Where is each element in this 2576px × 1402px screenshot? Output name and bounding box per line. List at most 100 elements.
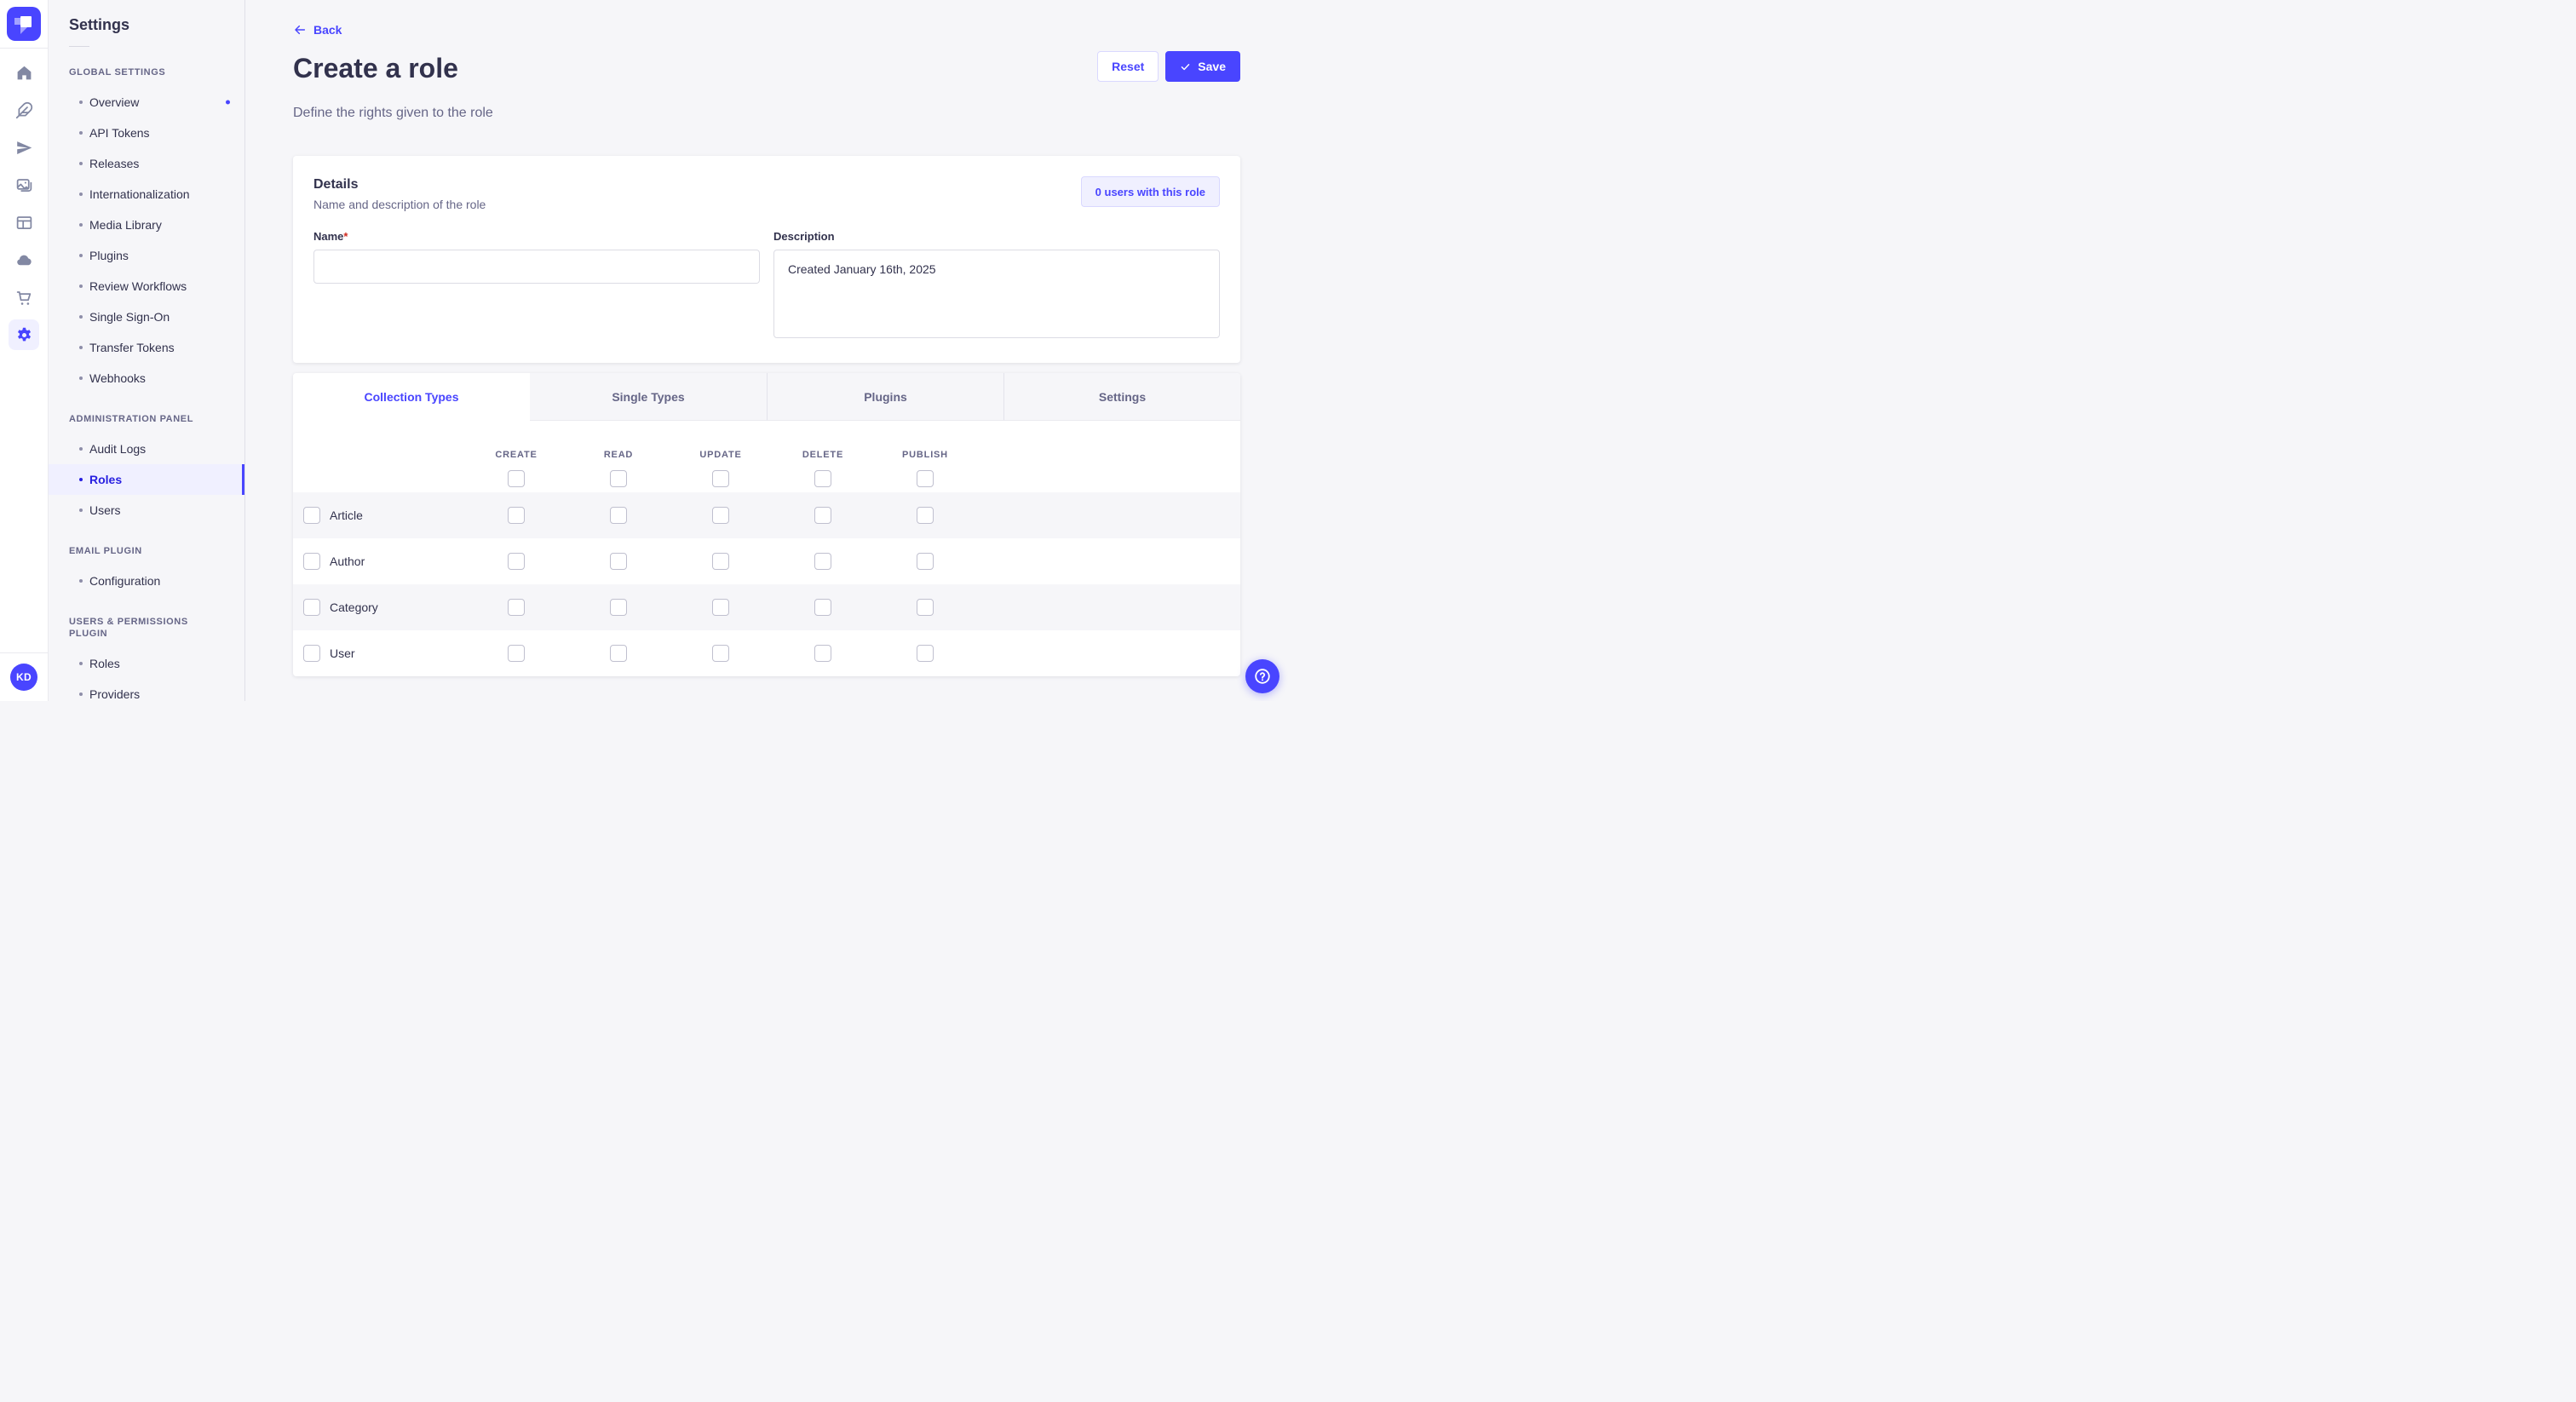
checkbox-cell [465, 553, 567, 571]
article-read-checkbox[interactable] [610, 507, 627, 525]
user-update-checkbox[interactable] [712, 645, 729, 663]
category-delete-checkbox[interactable] [814, 599, 831, 617]
sidebar-item-transfer-tokens[interactable]: Transfer Tokens [49, 332, 244, 363]
category-publish-checkbox[interactable] [917, 599, 934, 617]
category-create-checkbox[interactable] [508, 599, 525, 617]
author-publish-checkbox[interactable] [917, 553, 934, 571]
rail-nav-item-home[interactable] [9, 57, 39, 88]
sidebar-item-internationalization[interactable]: Internationalization [49, 179, 244, 210]
sidebar-item-releases[interactable]: Releases [49, 148, 244, 179]
bullet-dot [79, 346, 83, 349]
sidebar-item-plugins[interactable]: Plugins [49, 240, 244, 271]
bullet-dot [79, 692, 83, 696]
permission-row-user: User [293, 630, 1240, 676]
permissions-table: CREATE READ UPDATE DELETE PUBLISH Article Auth… [293, 421, 1240, 676]
name-input[interactable] [313, 250, 760, 284]
rail-nav-item-media-library[interactable] [9, 170, 39, 200]
nav-section-header: GLOBAL SETTINGS [69, 67, 166, 78]
sidebar-item-label: Users [89, 503, 121, 517]
name-field-group: Name* [313, 229, 760, 342]
sidebar-item-overview[interactable]: Overview [49, 87, 244, 118]
main-content: Back Create a role Define the rights giv… [245, 0, 1288, 701]
sidebar-item-single-sign-on[interactable]: Single Sign-On [49, 302, 244, 332]
author-read-checkbox[interactable] [610, 553, 627, 571]
user-select-checkbox[interactable] [303, 645, 320, 663]
sidebar-item-audit-logs[interactable]: Audit Logs [49, 434, 244, 464]
bullet-dot [79, 131, 83, 135]
save-button[interactable]: Save [1165, 51, 1240, 82]
name-label: Name* [313, 230, 348, 244]
article-update-checkbox[interactable] [712, 507, 729, 525]
author-create-checkbox[interactable] [508, 553, 525, 571]
article-delete-checkbox[interactable] [814, 507, 831, 525]
tab-plugins[interactable]: Plugins [767, 373, 1003, 422]
sidebar-item-review-workflows[interactable]: Review Workflows [49, 271, 244, 302]
checkbox-cell [465, 599, 567, 617]
rail-nav-item-cloud[interactable] [9, 244, 39, 275]
sidebar-item-label: Single Sign-On [89, 310, 170, 324]
logo-shape [20, 27, 27, 34]
article-select-checkbox[interactable] [303, 507, 320, 525]
tab-settings[interactable]: Settings [1003, 373, 1240, 422]
back-link[interactable]: Back [293, 23, 342, 37]
sidebar-item-webhooks[interactable]: Webhooks [49, 363, 244, 394]
sidebar-item-providers[interactable]: Providers [49, 679, 244, 701]
author-delete-checkbox[interactable] [814, 553, 831, 571]
author-update-checkbox[interactable] [712, 553, 729, 571]
tab-collection-types[interactable]: Collection Types [293, 373, 530, 422]
user-publish-checkbox[interactable] [917, 645, 934, 663]
row-label-cell: User [293, 645, 465, 663]
app-window: KD Settings GLOBAL SETTINGS Overview API T… [0, 0, 1288, 701]
user-avatar[interactable]: KD [10, 664, 37, 691]
permission-row-author: Author [293, 538, 1240, 584]
layout-icon [15, 214, 33, 232]
user-read-checkbox[interactable] [610, 645, 627, 663]
select-all-delete-checkbox[interactable] [814, 470, 831, 488]
sidebar-item-configuration[interactable]: Configuration [49, 566, 244, 596]
select-all-publish-checkbox[interactable] [917, 470, 934, 488]
details-title: Details [313, 177, 359, 192]
rail-nav-item-layout[interactable] [9, 207, 39, 238]
rail-nav-item-cart[interactable] [9, 282, 39, 313]
users-with-role-button[interactable]: 0 users with this role [1080, 176, 1220, 208]
rail-nav-item-paper-plane[interactable] [9, 132, 39, 163]
article-publish-checkbox[interactable] [917, 507, 934, 525]
help-button[interactable] [1245, 659, 1279, 693]
header-actions: Reset Save [1097, 51, 1240, 82]
author-select-checkbox[interactable] [303, 553, 320, 571]
select-all-read-checkbox[interactable] [610, 470, 627, 488]
category-read-checkbox[interactable] [610, 599, 627, 617]
sidebar-item-label: Internationalization [89, 187, 190, 201]
question-mark-icon [1253, 667, 1272, 686]
category-select-checkbox[interactable] [303, 599, 320, 617]
rail-nav-item-gear[interactable] [9, 319, 39, 350]
article-create-checkbox[interactable] [508, 507, 525, 525]
sidebar-item-media-library[interactable]: Media Library [49, 210, 244, 240]
user-create-checkbox[interactable] [508, 645, 525, 663]
bullet-dot [79, 101, 83, 104]
sidebar-item-roles[interactable]: Roles [49, 464, 244, 495]
bullet-dot [79, 192, 83, 196]
settings-sidebar: Settings GLOBAL SETTINGS Overview API Toke… [49, 0, 245, 701]
checkbox-cell [874, 470, 976, 488]
category-update-checkbox[interactable] [712, 599, 729, 617]
nav-section-list: Roles Providers [49, 648, 244, 701]
strapi-logo[interactable] [7, 7, 41, 41]
checkbox-cell [772, 507, 874, 525]
select-all-create-checkbox[interactable] [508, 470, 525, 488]
user-delete-checkbox[interactable] [814, 645, 831, 663]
sidebar-item-roles[interactable]: Roles [49, 648, 244, 679]
sidebar-item-api-tokens[interactable]: API Tokens [49, 118, 244, 148]
tab-single-types[interactable]: Single Types [530, 373, 767, 422]
sidebar-item-label: Transfer Tokens [89, 341, 175, 354]
nav-section-list: Configuration [49, 566, 244, 596]
reset-button[interactable]: Reset [1097, 51, 1159, 82]
nav-section-list: Overview API Tokens Releases Internationali… [49, 87, 244, 394]
select-all-update-checkbox[interactable] [712, 470, 729, 488]
required-marker: * [343, 230, 348, 244]
sidebar-item-label: Roles [89, 657, 120, 670]
row-label-cell: Author [293, 553, 465, 571]
description-textarea[interactable]: Created January 16th, 2025 [773, 250, 1220, 339]
sidebar-item-users[interactable]: Users [49, 495, 244, 526]
rail-nav-item-feather[interactable] [9, 95, 39, 125]
